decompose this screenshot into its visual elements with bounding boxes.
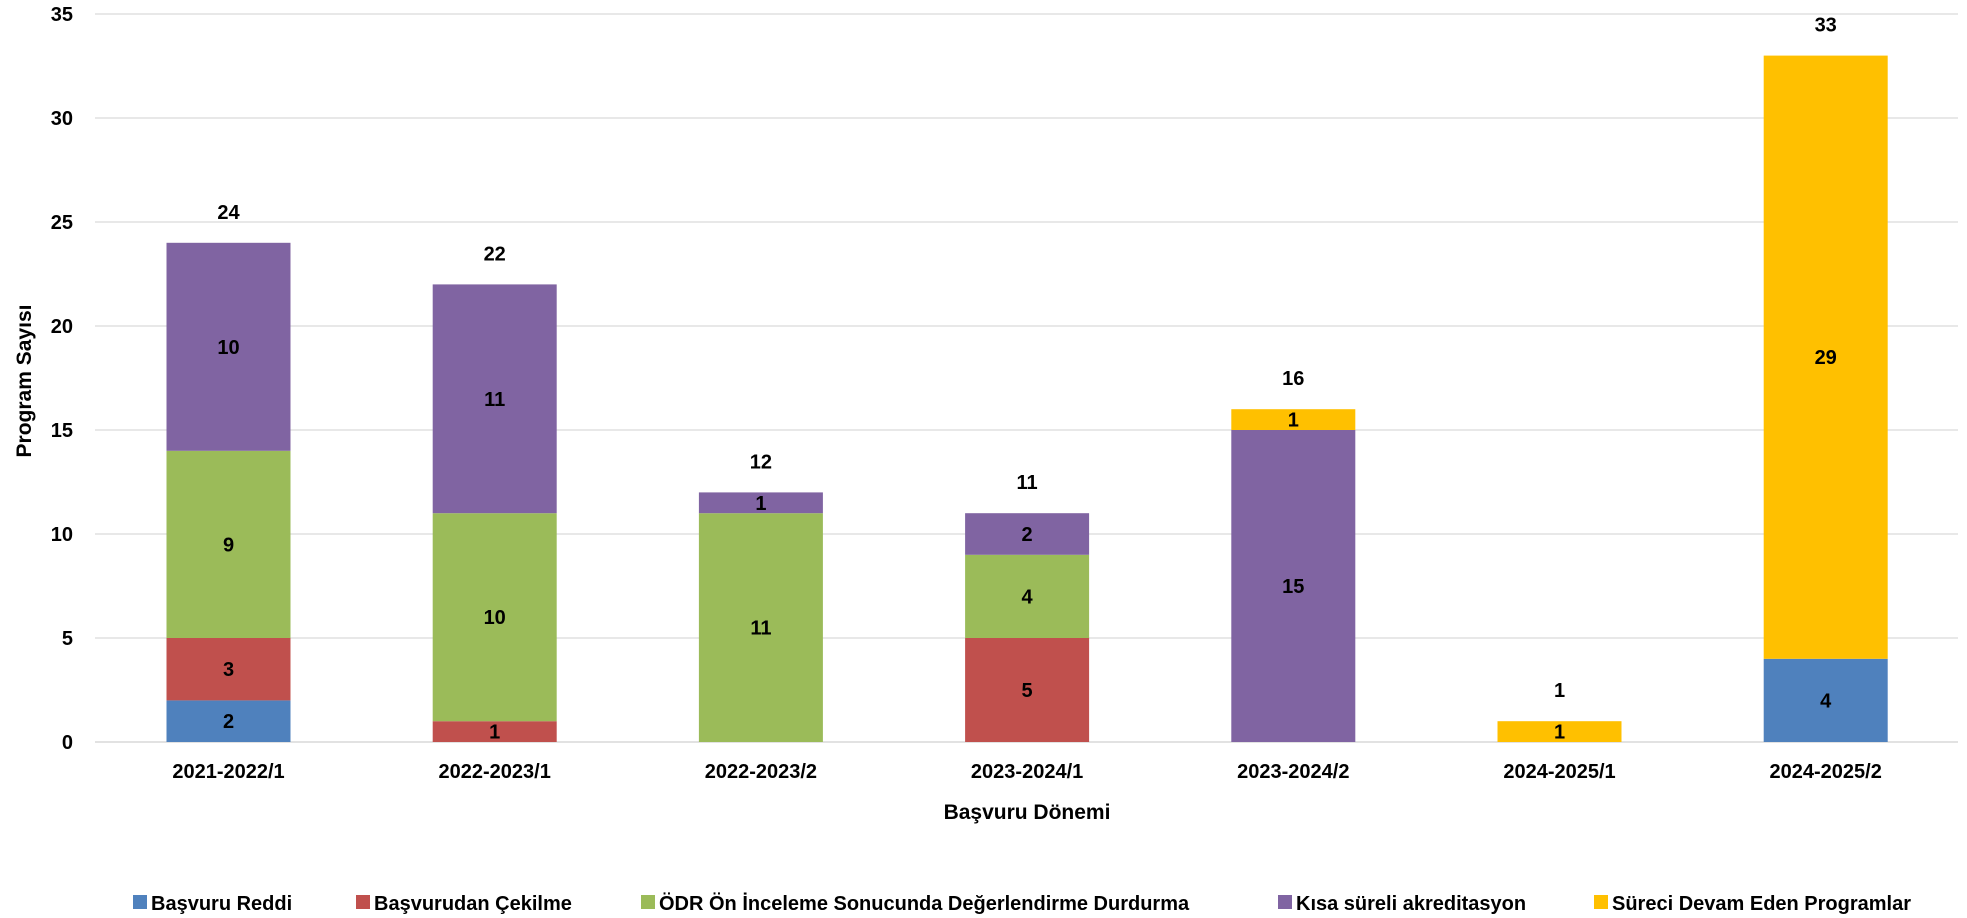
bar-total-label: 12 xyxy=(750,451,772,473)
y-tick-label: 5 xyxy=(62,628,73,650)
segment-value-label: 4 xyxy=(1820,690,1832,712)
x-tick-label: 2022-2023/2 xyxy=(705,761,817,783)
x-tick-label: 2024-2025/2 xyxy=(1770,761,1882,783)
bar-segment xyxy=(166,242,291,451)
legend: Başvuru Reddi Başvurudan Çekilme ÖDR Ön İn… xyxy=(133,892,1911,915)
bar-segment xyxy=(1231,430,1356,742)
bar-total-label: 1 xyxy=(1554,680,1565,702)
segment-value-label: 1 xyxy=(1554,722,1565,744)
y-tick-label: 10 xyxy=(51,524,73,546)
segment-value-label: 15 xyxy=(1282,576,1304,598)
segment-value-label: 9 xyxy=(223,534,234,556)
bar-segment xyxy=(698,492,823,514)
legend-label: Başvurudan Çekilme xyxy=(374,893,572,915)
segment-value-label: 1 xyxy=(1288,410,1299,432)
legend-swatch xyxy=(1594,895,1608,909)
x-tick-label: 2022-2023/1 xyxy=(439,761,551,783)
segment-value-label: 11 xyxy=(750,618,771,640)
bar-segment xyxy=(965,513,1090,555)
segment-value-label: 10 xyxy=(217,337,239,359)
bar-segment xyxy=(432,513,557,722)
y-tick-label: 35 xyxy=(51,4,73,26)
x-tick-label: 2021-2022/1 xyxy=(172,761,284,783)
legend-label: Kısa süreli akreditasyon xyxy=(1296,893,1526,915)
legend-label: ÖDR Ön İnceleme Sonucunda Değerlendirme … xyxy=(659,892,1190,915)
segment-value-label: 11 xyxy=(484,389,505,411)
y-tick-label: 20 xyxy=(51,316,73,338)
y-tick-label: 30 xyxy=(51,108,73,130)
legend-swatch xyxy=(1278,895,1292,909)
segment-value-label: 1 xyxy=(489,722,500,744)
bar-segment xyxy=(1763,658,1888,742)
legend-swatch xyxy=(356,895,370,909)
legend-label: Başvuru Reddi xyxy=(151,893,292,915)
bar-segment xyxy=(1231,409,1356,430)
bar-segment xyxy=(1763,55,1888,659)
legend-swatch xyxy=(641,895,655,909)
segment-value-label: 29 xyxy=(1815,347,1837,369)
bar-total-label: 16 xyxy=(1282,368,1304,390)
x-tick-label: 2023-2024/2 xyxy=(1237,761,1349,783)
bar-segment xyxy=(1497,721,1622,742)
bar-segment xyxy=(432,284,557,514)
segment-value-label: 4 xyxy=(1022,586,1034,608)
y-axis-title: Program Sayısı xyxy=(13,305,36,458)
segment-value-label: 2 xyxy=(1022,524,1033,546)
y-tick-label: 0 xyxy=(62,732,73,754)
bar-segment xyxy=(166,638,291,701)
legend-label: Süreci Devam Eden Programlar xyxy=(1612,893,1911,915)
y-axis-ticks: 0 5 10 15 20 25 30 35 xyxy=(51,4,73,754)
bar-segment xyxy=(698,513,823,742)
bar-segment xyxy=(166,700,291,742)
segment-value-label: 2 xyxy=(223,711,234,733)
bar-segment xyxy=(965,554,1090,638)
bar-total-label: 11 xyxy=(1017,472,1038,494)
segment-value-label: 5 xyxy=(1022,680,1033,702)
bar-segment xyxy=(432,721,557,742)
legend-swatch xyxy=(133,895,147,909)
bar-total-label: 22 xyxy=(484,243,506,265)
y-tick-label: 15 xyxy=(51,420,73,442)
bar-segment xyxy=(166,450,291,638)
x-axis-title: Başvuru Dönemi xyxy=(944,801,1111,824)
x-tick-label: 2024-2025/1 xyxy=(1503,761,1615,783)
bar-segment xyxy=(965,638,1090,742)
x-tick-label: 2023-2024/1 xyxy=(971,761,1083,783)
x-axis-ticks: 2021-2022/1 2022-2023/1 2022-2023/2 2023-20… xyxy=(172,761,1882,783)
segment-value-label: 10 xyxy=(484,607,506,629)
segment-value-label: 1 xyxy=(755,493,766,515)
segment-value-label: 3 xyxy=(223,659,234,681)
y-tick-label: 25 xyxy=(51,212,73,234)
bar-total-label: 33 xyxy=(1815,15,1837,37)
bar-total-label: 24 xyxy=(217,202,240,224)
